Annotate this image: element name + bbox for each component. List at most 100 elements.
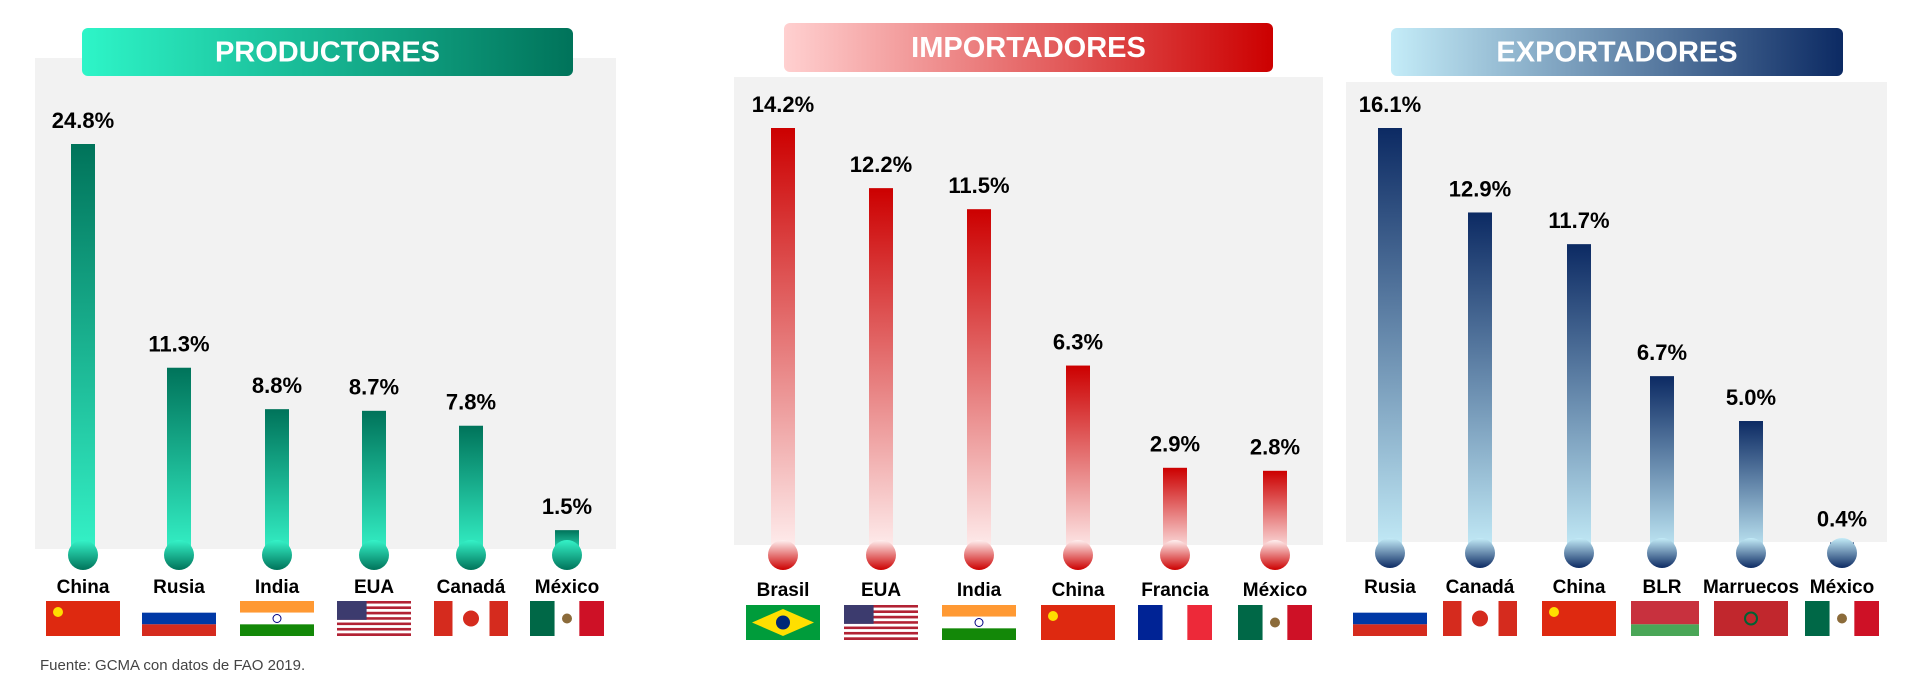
flag-part — [142, 624, 216, 636]
flag-emblem — [1270, 617, 1280, 628]
flag-part — [1625, 601, 1631, 636]
flag-part — [942, 605, 1016, 617]
flag-part — [844, 621, 918, 624]
bar — [1650, 376, 1674, 553]
value-label: 6.3% — [1053, 329, 1103, 354]
category-label: Francia — [1141, 580, 1209, 601]
category-label: EUA — [861, 580, 901, 601]
flag-part — [337, 611, 411, 615]
value-label: 11.5% — [948, 173, 1009, 198]
flag-part — [1714, 601, 1788, 636]
flag-star — [1048, 611, 1058, 621]
flag-part — [489, 601, 508, 636]
flag — [142, 601, 216, 636]
flag-part — [337, 601, 411, 604]
flag — [746, 605, 820, 640]
flag — [844, 605, 918, 640]
flag-part — [1238, 605, 1263, 640]
value-label: 2.9% — [1150, 432, 1200, 457]
chart-title: IMPORTADORES — [911, 32, 1146, 64]
flag-part — [1625, 601, 1699, 625]
flag-part — [452, 601, 471, 636]
bar — [869, 188, 893, 555]
flag-leaf — [463, 610, 479, 627]
title-banner — [82, 28, 573, 76]
flag-part — [942, 616, 1016, 629]
chart-title: EXPORTADORES — [1496, 37, 1737, 69]
flag-part — [337, 627, 411, 631]
value-label: 14.2% — [752, 92, 814, 117]
flag-part — [1138, 605, 1163, 640]
flag-part — [1353, 612, 1427, 625]
value-label: 5.0% — [1726, 385, 1776, 410]
flag-part — [1461, 601, 1480, 636]
flag-part — [337, 617, 411, 620]
flag-part — [1041, 605, 1115, 640]
flag-part — [337, 625, 411, 628]
flag-part — [1498, 601, 1517, 636]
value-label: 8.7% — [349, 375, 399, 400]
flag-part — [337, 603, 411, 607]
flag — [1443, 601, 1517, 636]
flag-part — [579, 601, 604, 636]
flag-part — [434, 601, 453, 636]
flag-star — [53, 607, 63, 617]
flag-part — [1287, 605, 1312, 640]
flag-part — [1805, 601, 1830, 636]
flag-part — [337, 606, 411, 610]
value-label: 1.5% — [542, 494, 592, 519]
bar — [1567, 244, 1591, 554]
bar-base — [1260, 540, 1290, 570]
value-label: 2.8% — [1250, 435, 1300, 460]
flag-part — [142, 601, 216, 613]
bar-base — [1375, 538, 1405, 568]
flag — [337, 601, 411, 636]
category-label: BLR — [1642, 577, 1681, 598]
bar-base — [552, 540, 582, 570]
value-label: 11.7% — [1548, 208, 1609, 233]
flag-part — [844, 634, 918, 638]
flag-part — [1187, 605, 1212, 640]
category-label: México — [1243, 580, 1307, 601]
category-label: Brasil — [757, 580, 810, 601]
value-label: 6.7% — [1637, 340, 1687, 365]
category-label: Rusia — [153, 577, 205, 598]
value-label: 0.4% — [1817, 506, 1867, 531]
bar-base — [359, 540, 389, 570]
flag-part — [530, 601, 555, 636]
panel-background — [734, 77, 1323, 545]
flag — [1353, 601, 1427, 636]
flag-part — [844, 629, 918, 632]
flag-part — [337, 633, 411, 636]
bar — [265, 409, 289, 555]
bar-base — [262, 540, 292, 570]
flag — [240, 601, 314, 636]
bar — [362, 410, 386, 555]
title-banner — [1391, 28, 1843, 76]
flag-part — [1542, 601, 1616, 636]
chart-title: PRODUCTORES — [215, 37, 440, 69]
flag-part — [844, 631, 918, 635]
flag-globe — [776, 615, 790, 630]
flag-part — [1353, 601, 1427, 613]
flag — [1542, 601, 1616, 636]
panel-background — [35, 58, 616, 549]
category-label: China — [1052, 580, 1105, 601]
value-label: 24.8% — [52, 108, 114, 133]
bar-base — [1564, 538, 1594, 568]
bar — [1378, 128, 1402, 553]
bar-base — [1063, 540, 1093, 570]
flag-part — [844, 618, 918, 622]
value-label: 8.8% — [252, 373, 302, 398]
flag-part — [240, 624, 314, 636]
bar-base — [768, 540, 798, 570]
bar-base — [1736, 538, 1766, 568]
flag-part — [1353, 624, 1427, 636]
flag-part — [1854, 601, 1879, 636]
bar-base — [68, 540, 98, 570]
flag-part — [337, 619, 411, 623]
flag-part — [240, 612, 314, 625]
flag-star — [1549, 607, 1559, 617]
flag-part — [1443, 601, 1462, 636]
bar — [771, 128, 795, 555]
